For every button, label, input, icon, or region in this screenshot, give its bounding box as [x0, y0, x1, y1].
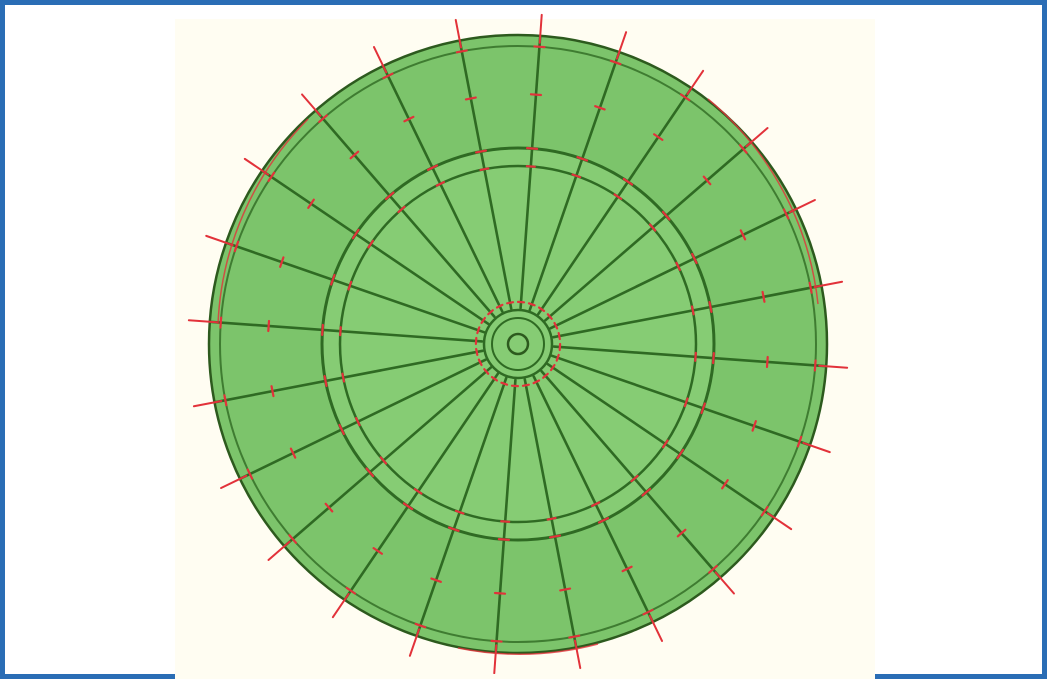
ring-tick-marker: [499, 539, 509, 540]
circular-plate-drawing: [5, 5, 1042, 674]
ring-tick-marker: [340, 327, 341, 335]
hub-tick-marker: [523, 385, 529, 386]
ring-tick-marker: [527, 148, 537, 149]
ring-tick-marker: [548, 518, 556, 520]
ring-tick-marker: [692, 306, 694, 314]
ring-tick-marker: [527, 166, 535, 167]
rim-overhang-marker: [746, 128, 767, 146]
rim-tick-marker: [492, 641, 502, 642]
rim-overhang-marker: [716, 572, 734, 593]
hub-tick-marker: [559, 333, 560, 339]
hub-tick-marker: [507, 302, 513, 303]
ring-tick-marker: [322, 325, 323, 335]
rim-tick-marker: [815, 360, 816, 370]
outer-tick-marker: [268, 321, 269, 331]
ring-tick-marker: [480, 168, 488, 170]
hub-tick-marker: [476, 349, 477, 355]
rim-tick-marker: [534, 46, 544, 47]
rim-overhang-marker: [268, 542, 289, 560]
hub-center: [508, 334, 528, 354]
ring-tick-marker: [501, 521, 509, 522]
rim-overhang-marker: [302, 94, 320, 115]
ring-tick-marker: [695, 353, 696, 361]
outer-tick-marker: [531, 94, 541, 95]
ring-tick-marker: [713, 353, 714, 363]
outer-tick-marker: [767, 357, 768, 367]
rim-tick-marker: [220, 318, 221, 328]
ring-tick-marker: [342, 374, 344, 382]
outer-tick-marker: [495, 593, 505, 594]
